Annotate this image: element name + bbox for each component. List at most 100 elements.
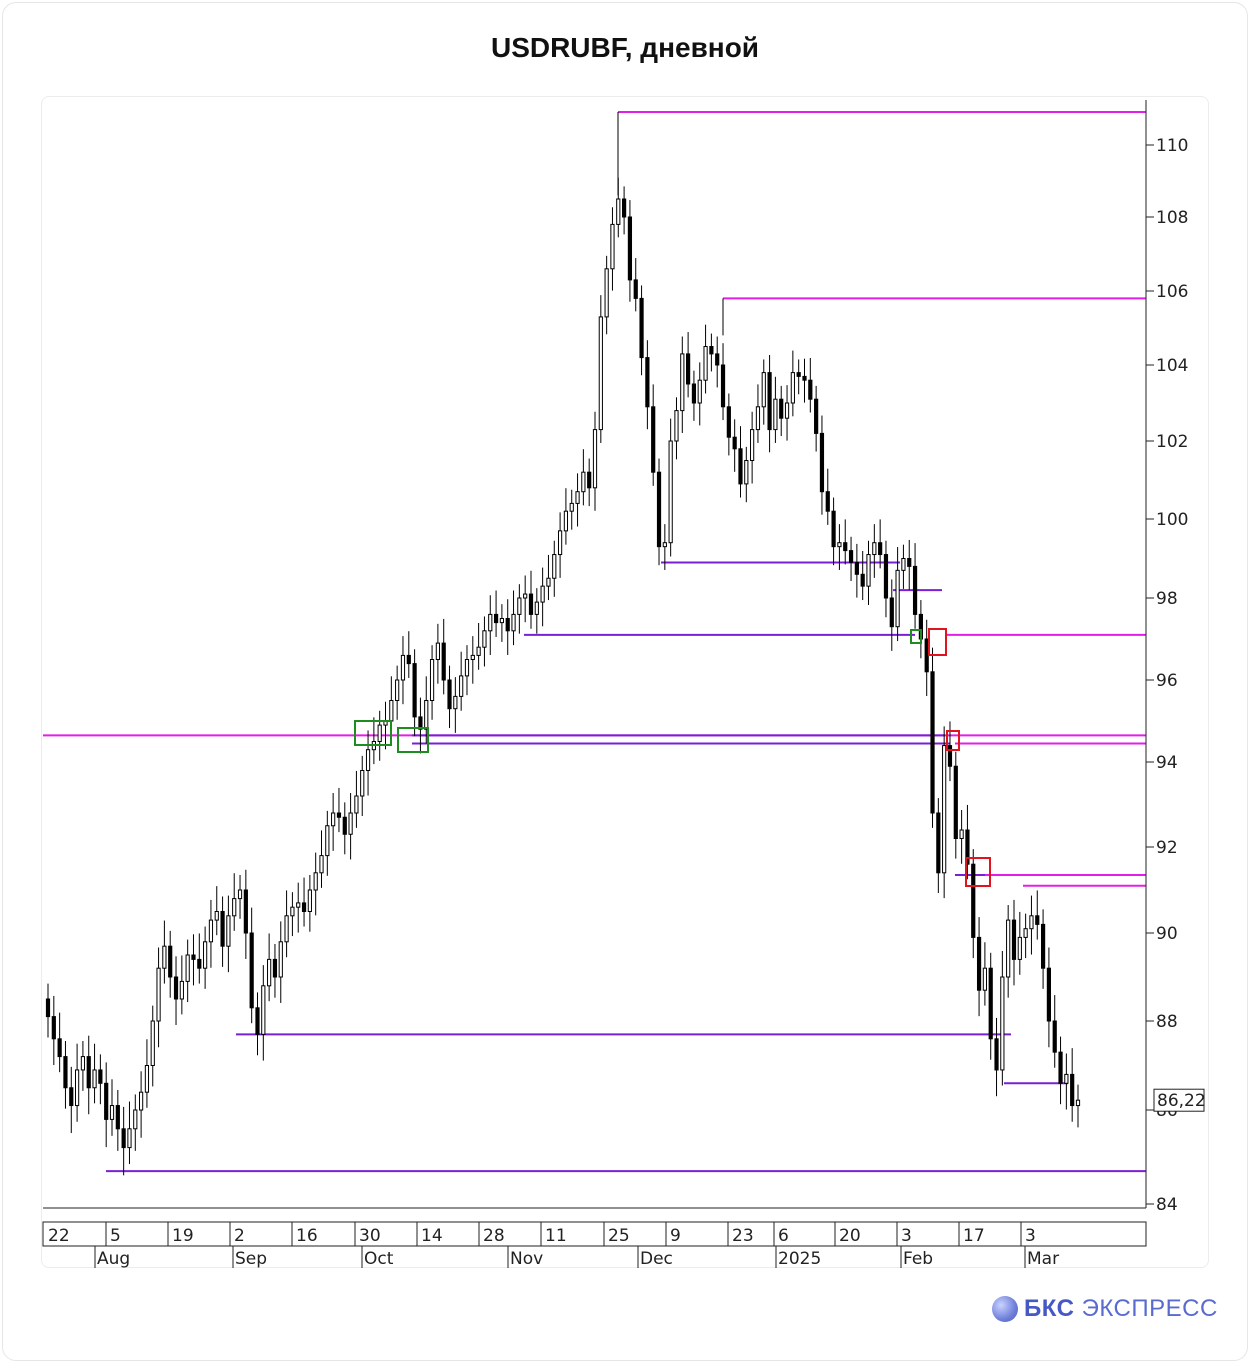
candle-up [674,410,679,442]
x-axis-day-band [42,1221,1147,1247]
candle-down [994,1038,999,1071]
candle-down [715,353,720,366]
x-day-label: 9 [670,1226,681,1246]
candle-up [464,659,470,677]
candle-up [156,967,161,1022]
candle-up [616,198,621,225]
candle-up [523,593,528,599]
green-signal-box [910,629,922,644]
x-month-label: Sep [235,1249,267,1269]
candle-up [319,855,324,874]
candle-up [557,530,563,556]
y-tick-label: 84 [1156,1195,1178,1215]
candle-up [668,440,673,544]
y-tick-label: 90 [1156,924,1178,944]
candle-up [476,646,481,656]
candle-down [418,716,423,730]
candle-down [953,765,958,839]
candle-down [814,398,819,434]
y-axis: 848688909294969810010210410610811086,22 [43,100,1206,1215]
candle-up [610,223,615,270]
x-day-label: 28 [483,1226,505,1246]
candle-down [651,406,656,473]
candle-down [878,542,883,556]
candle-down [493,613,499,624]
candle-down [796,372,801,377]
candle-up [540,585,545,603]
candle-down [930,671,935,814]
candle-down [686,353,691,385]
candle-down [976,936,982,991]
x-month-label: Oct [364,1249,394,1269]
candle-down [1058,1051,1063,1084]
candle-up [1075,1099,1081,1107]
candle-up [208,919,214,943]
candle-down [889,597,894,628]
candle-up [214,911,219,921]
y-tick-label: 92 [1156,838,1178,858]
candle-down [1040,923,1046,969]
y-tick-label: 94 [1156,753,1178,773]
candle-up [982,967,987,991]
candle-down [57,1038,62,1058]
candle-down [412,663,417,718]
candle-down [819,432,825,493]
candle-up [569,502,574,512]
candle-up [1017,936,1022,960]
candle-up [790,372,795,404]
candle-up [959,829,964,839]
candle-up [348,812,353,835]
red-signal-box [965,857,991,887]
y-tick-label: 110 [1156,136,1188,156]
last-price-box [1153,1088,1205,1112]
green-signal-box [397,727,429,753]
candle-up [598,316,603,431]
y-tick-label: 102 [1156,432,1188,452]
candle-down [808,379,813,400]
candle-down [243,889,248,934]
candle-up [604,268,609,318]
candle-up [429,659,435,701]
candle-down [447,679,452,710]
bks-logo-icon [992,1296,1018,1322]
candle-down [45,998,51,1018]
x-month-label: Nov [510,1249,543,1269]
candle-up [761,372,766,408]
candle-down [1070,1073,1075,1107]
candle-down [947,745,953,767]
candle-down [1052,1020,1057,1053]
candle-up [296,902,301,908]
candle-down [406,654,411,665]
candle-down [220,911,225,947]
x-day-label: 22 [48,1226,70,1246]
candles [45,177,1081,1176]
candle-up [133,1109,138,1130]
candle-up [750,429,755,462]
candle-down [627,216,633,281]
candle-down [691,383,697,404]
candle-down [1046,967,1052,1022]
candle-up [109,1105,115,1120]
candle-up [837,542,842,548]
candle-down [505,618,510,632]
candle-up [901,558,906,571]
candle-up [1029,915,1034,930]
candle-up [144,1065,150,1093]
candle-down [645,357,650,408]
candle-up [400,654,406,681]
candle-up [697,379,702,404]
candle-up [575,491,580,504]
candle-down [115,1105,120,1130]
candle-up [435,642,440,660]
candle-down [831,510,836,548]
y-tick-label: 98 [1156,589,1178,609]
candle-down [249,932,254,1009]
candle-up [74,1069,80,1107]
x-day-label: 14 [421,1226,443,1246]
candle-up [517,597,522,615]
candle-up [325,825,330,857]
x-day-label: 5 [110,1226,121,1246]
candle-up [92,1069,97,1089]
y-tick-label: 104 [1156,356,1188,376]
candle-down [255,1007,260,1035]
